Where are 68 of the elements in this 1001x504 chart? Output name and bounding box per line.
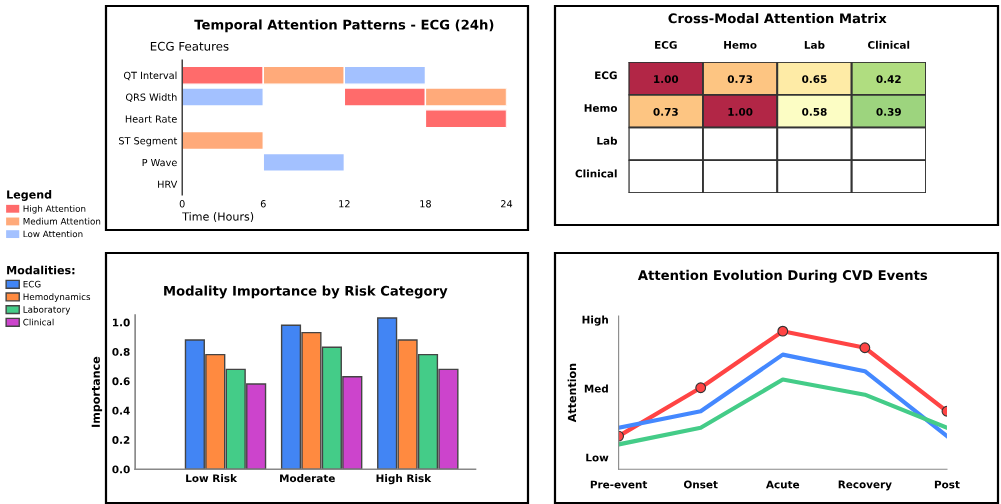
- x-tick-label: 6: [260, 200, 266, 208]
- legend-label: Medium Attention: [23, 217, 101, 225]
- text: Low: [586, 453, 609, 462]
- y-tick-label: P Wave: [142, 158, 177, 167]
- x-tick-label: Pre-event: [590, 480, 648, 489]
- x-tick-label: 0: [179, 200, 185, 208]
- x-tick-label: Clinical: [868, 40, 910, 49]
- data-label: 1.00: [728, 107, 753, 116]
- chart-title: Temporal Attention Patterns - ECG (24h): [194, 19, 494, 33]
- data-label: 0.65: [802, 75, 827, 84]
- y-tick-label: Heart Rate: [125, 115, 177, 123]
- legend-label: ECG: [23, 280, 41, 288]
- x-tick-label: Onset: [683, 480, 718, 489]
- y-tick-label: QT Interval: [123, 71, 177, 81]
- chart-title: Attention Evolution During CVD Events: [637, 269, 928, 283]
- legend-label: High Attention: [23, 205, 86, 214]
- bar: [262, 152, 346, 172]
- data-label: 0.39: [876, 107, 901, 116]
- point: [695, 382, 707, 394]
- data-label: 0.73: [727, 75, 753, 84]
- x-tick-label: Low Risk: [186, 474, 238, 483]
- bar: [424, 109, 507, 129]
- x-tick-label: Acute: [765, 480, 800, 489]
- legend-label: Laboratory: [23, 305, 71, 315]
- y-tick-label: Lab: [597, 136, 618, 145]
- x-tick-label: 18: [420, 200, 431, 208]
- data-label: 0.42: [876, 75, 901, 84]
- x-tick-label: Post: [934, 480, 960, 489]
- point: [859, 342, 871, 354]
- y-axis-title: ECG Features: [150, 41, 229, 51]
- x-axis-title: Time (Hours): [182, 212, 254, 222]
- y-tick-label: QRS Width: [125, 93, 177, 102]
- chart-title: Modality Importance by Risk Category: [164, 285, 448, 299]
- legend-label: Clinical: [23, 318, 54, 326]
- bar: [182, 130, 264, 151]
- y-tick-label: 0.0: [112, 465, 130, 474]
- x-tick-label: Hemo: [724, 41, 757, 49]
- chart-title: Cross-Modal Attention Matrix: [668, 13, 887, 24]
- y-tick-label: ST Segment: [119, 137, 178, 147]
- y-tick-label: ECG: [595, 71, 617, 80]
- data-label: 0.73: [653, 107, 678, 116]
- y-tick-label: Clinical: [575, 169, 617, 178]
- data-label: 1.00: [654, 75, 679, 84]
- y-tick-label: 1.0: [113, 318, 130, 327]
- y-tick-label: 0.8: [112, 347, 130, 356]
- y-tick-label: HRV: [158, 180, 178, 188]
- y-axis-title: Importance: [91, 356, 103, 427]
- x-tick-label: High Risk: [376, 474, 432, 485]
- bar: [182, 87, 264, 107]
- data-label: 0.58: [802, 107, 827, 116]
- y-tick-label: 0.2: [112, 436, 130, 444]
- x-tick-label: Lab: [804, 40, 825, 49]
- x-tick-label: 24: [501, 200, 513, 208]
- text: Med: [584, 384, 608, 393]
- x-tick-label: ECG: [655, 40, 677, 49]
- legend-label: Hemodynamics: [23, 293, 91, 302]
- y-tick-label: 0.6: [112, 377, 130, 386]
- x-tick-label: 12: [339, 200, 350, 208]
- legend-title: Modalities:: [7, 265, 75, 275]
- x-tick-label: Recovery: [838, 480, 892, 491]
- y-tick-label: Hemo: [584, 104, 618, 112]
- point: [777, 325, 789, 337]
- x-tick-label: Moderate: [280, 474, 335, 483]
- y-axis-title: Attention: [567, 363, 577, 423]
- y-tick-label: 0.4: [112, 406, 130, 415]
- legend-title: Legend: [7, 190, 52, 201]
- text: High: [582, 315, 608, 326]
- legend-label: Low Attention: [23, 230, 83, 238]
